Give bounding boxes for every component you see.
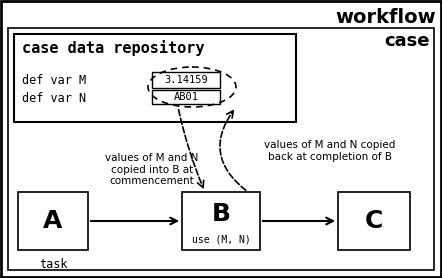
Text: 3.14159: 3.14159 bbox=[164, 75, 208, 85]
Bar bbox=[14, 34, 296, 122]
Text: case: case bbox=[385, 32, 430, 50]
Bar bbox=[338, 192, 410, 250]
Text: C: C bbox=[365, 209, 383, 233]
Text: case data repository: case data repository bbox=[22, 40, 205, 56]
Text: task: task bbox=[39, 258, 67, 271]
Text: use (M, N): use (M, N) bbox=[192, 235, 250, 245]
Bar bbox=[18, 192, 88, 250]
Bar bbox=[182, 192, 260, 250]
Text: def var M: def var M bbox=[22, 73, 86, 86]
Bar bbox=[152, 72, 220, 88]
Text: B: B bbox=[212, 202, 230, 226]
Bar bbox=[8, 28, 434, 270]
Text: values of M and N
copied into B at
commencement: values of M and N copied into B at comme… bbox=[105, 153, 199, 186]
Text: def var N: def var N bbox=[22, 91, 86, 105]
Text: AB01: AB01 bbox=[174, 92, 198, 102]
Text: workflow: workflow bbox=[335, 8, 436, 27]
Bar bbox=[152, 90, 220, 104]
Text: A: A bbox=[43, 209, 63, 233]
Text: values of M and N copied
back at completion of B: values of M and N copied back at complet… bbox=[264, 140, 396, 162]
